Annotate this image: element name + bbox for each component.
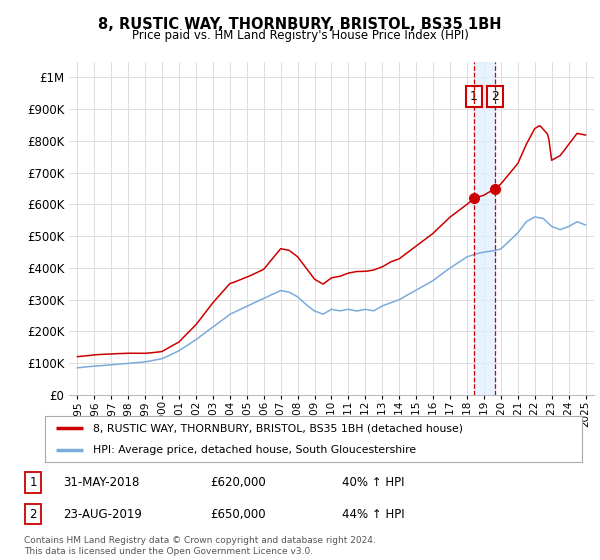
- Text: Contains HM Land Registry data © Crown copyright and database right 2024.
This d: Contains HM Land Registry data © Crown c…: [24, 536, 376, 556]
- Text: £650,000: £650,000: [210, 507, 266, 521]
- Bar: [474, 62, 495, 395]
- Text: 2: 2: [491, 90, 499, 103]
- Text: 44% ↑ HPI: 44% ↑ HPI: [342, 507, 404, 521]
- Text: 23-AUG-2019: 23-AUG-2019: [63, 507, 142, 521]
- Text: 8, RUSTIC WAY, THORNBURY, BRISTOL, BS35 1BH: 8, RUSTIC WAY, THORNBURY, BRISTOL, BS35 …: [98, 17, 502, 32]
- Text: £620,000: £620,000: [210, 476, 266, 489]
- Text: 1: 1: [470, 90, 478, 103]
- Text: 1: 1: [29, 476, 37, 489]
- Text: Price paid vs. HM Land Registry's House Price Index (HPI): Price paid vs. HM Land Registry's House …: [131, 29, 469, 42]
- Text: HPI: Average price, detached house, South Gloucestershire: HPI: Average price, detached house, Sout…: [94, 445, 416, 455]
- Text: 2: 2: [29, 507, 37, 521]
- Text: 31-MAY-2018: 31-MAY-2018: [63, 476, 139, 489]
- Text: 40% ↑ HPI: 40% ↑ HPI: [342, 476, 404, 489]
- Text: 8, RUSTIC WAY, THORNBURY, BRISTOL, BS35 1BH (detached house): 8, RUSTIC WAY, THORNBURY, BRISTOL, BS35 …: [94, 423, 463, 433]
